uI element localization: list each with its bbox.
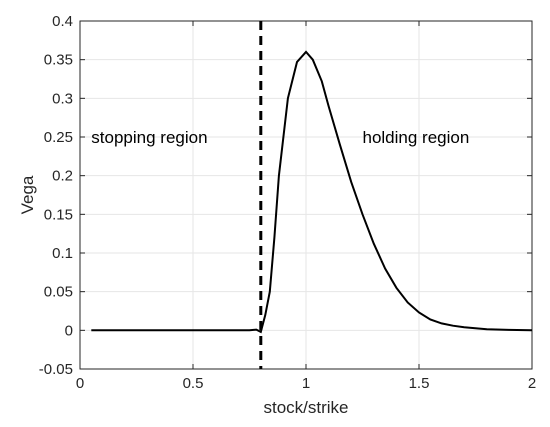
x-tick-label: 1.5 — [409, 375, 430, 392]
x-tick-label: 1 — [302, 375, 310, 392]
x-axis-label: stock/strike — [263, 398, 348, 417]
y-tick-label: 0.25 — [44, 129, 73, 146]
y-tick-label: 0.35 — [44, 52, 73, 69]
ticks: 0 0.5 1 1.5 2-0.0500.050.10.150.20.250.30.35… — [39, 13, 536, 392]
x-tick-label: 0 — [76, 375, 84, 392]
annotations: stopping region holding region — [91, 128, 469, 147]
y-tick-label: 0.05 — [44, 284, 73, 301]
region-annotation: holding region — [363, 128, 470, 147]
y-tick-label: 0.4 — [52, 13, 73, 30]
y-tick-label: 0.1 — [52, 245, 73, 262]
y-tick-label: 0 — [65, 322, 73, 339]
y-tick-label: 0.2 — [52, 168, 73, 185]
vega-curve — [91, 50, 533, 334]
y-tick-label: -0.05 — [39, 361, 73, 378]
y-tick-label: 0.3 — [52, 90, 73, 107]
region-annotation: stopping region — [91, 128, 207, 147]
x-tick-label: 0.5 — [183, 375, 204, 392]
y-axis-label: Vega — [18, 175, 37, 214]
y-tick-label: 0.15 — [44, 206, 73, 223]
x-tick-label: 2 — [528, 375, 536, 392]
